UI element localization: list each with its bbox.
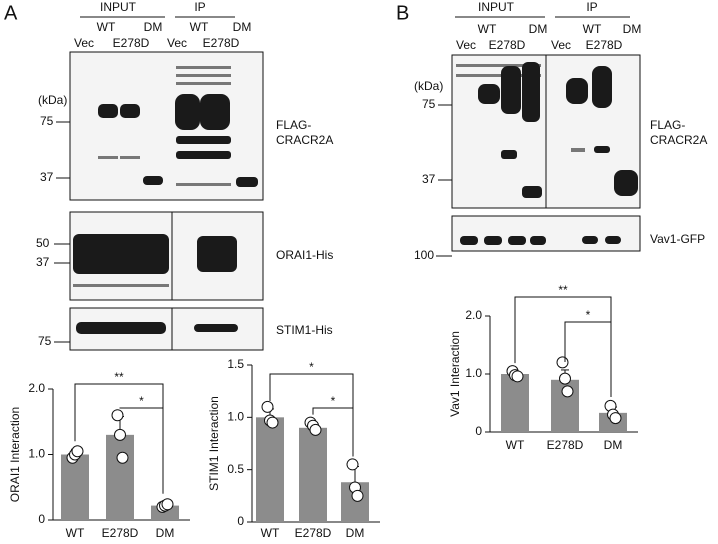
data-point [559, 372, 571, 385]
marker: 37 [40, 170, 54, 184]
bands [73, 234, 237, 287]
y-tick-label: 1.0 [227, 410, 244, 424]
marker: 75 [40, 114, 54, 128]
panel-label: B [396, 2, 409, 24]
y-tick-label: 0.5 [227, 462, 244, 476]
significance-label: * [139, 394, 144, 408]
lane-label: WT [97, 20, 116, 34]
lane-label: Vec [167, 36, 187, 50]
lane-label: DM [623, 22, 642, 36]
blot [451, 215, 641, 252]
bar [256, 417, 284, 522]
x-tick-label: DM [604, 438, 623, 452]
y-tick-label: 1.5 [227, 357, 244, 371]
significance-label: * [586, 308, 591, 322]
marker: 75 [422, 97, 436, 111]
lane-label: E278D [113, 36, 150, 50]
marker: 100 [414, 248, 434, 262]
y-tick-label: 0 [38, 512, 45, 526]
significance-bracket [564, 321, 612, 398]
y-tick-label: 0 [237, 514, 244, 528]
blot [69, 51, 264, 201]
blot-name: Vav1-GFP [650, 232, 705, 246]
x-tick-label: WT [66, 526, 85, 540]
data-point [609, 412, 622, 425]
blot-name: FLAG- [650, 118, 685, 132]
significance-label: ** [114, 370, 124, 384]
y-tick-label: 1.0 [465, 366, 482, 380]
y-axis-label: STIM1 Interaction [207, 396, 221, 491]
data-point [111, 409, 124, 422]
marker: 37 [36, 255, 50, 269]
header: INPUT [478, 0, 515, 14]
data-point [346, 458, 359, 471]
lane-label: Vec [551, 38, 571, 52]
kda: (kDa) [414, 79, 443, 93]
bands [456, 62, 638, 198]
bar [299, 427, 327, 522]
x-tick-label: DM [156, 526, 175, 540]
x-tick-label: E278D [102, 526, 139, 540]
marker: 37 [422, 172, 436, 186]
marker: 50 [36, 236, 50, 250]
kda: (kDa) [38, 93, 67, 107]
data-point [261, 400, 274, 413]
x-tick-label: E278D [295, 526, 332, 540]
significance-label: ** [558, 283, 568, 297]
y-tick-label: 2.0 [465, 308, 482, 322]
data-point [266, 416, 279, 429]
bar [501, 374, 529, 432]
y-tick-label: 0 [475, 424, 482, 438]
lane-label: WT [583, 22, 602, 36]
blot-name: STIM1-His [276, 323, 333, 337]
lane-label: E278D [489, 38, 526, 52]
lane-label: WT [478, 22, 497, 36]
x-tick-label: DM [346, 526, 365, 540]
lane-label: DM [529, 22, 548, 36]
data-point [309, 423, 322, 436]
blot-name: CRACR2A [650, 133, 707, 147]
lane-label: E278D [586, 38, 623, 52]
header: IP [194, 0, 205, 14]
significance-label: * [309, 360, 314, 374]
data-point [114, 428, 126, 441]
blot-name: CRACR2A [276, 133, 333, 147]
data-point [556, 356, 569, 369]
lane-label: WT [190, 20, 209, 34]
significance-bracket [119, 407, 164, 494]
bands [460, 236, 621, 245]
x-tick-label: WT [506, 438, 525, 452]
lane-label: Vec [74, 36, 94, 50]
x-tick-label: WT [261, 526, 280, 540]
blot-name: FLAG- [276, 118, 311, 132]
header: IP [586, 0, 597, 14]
lane-label: DM [144, 20, 163, 34]
blot-name: ORAI1-His [276, 248, 333, 262]
marker: 75 [38, 334, 52, 348]
y-axis-label: ORAI1 Interaction [8, 407, 22, 502]
header: INPUT [100, 0, 137, 14]
data-point [511, 370, 524, 383]
data-point [561, 385, 574, 398]
bands [76, 322, 238, 334]
significance-bracket [312, 407, 354, 457]
bar [106, 434, 134, 520]
panel-label: A [4, 2, 18, 24]
data-point [116, 451, 129, 464]
data-point [71, 445, 84, 458]
lane-label: E278D [203, 36, 240, 50]
lane-label: Vec [456, 38, 476, 52]
data-point [351, 489, 364, 502]
y-axis-label: Vav1 Interaction [448, 331, 462, 417]
data-point [161, 498, 174, 511]
bands [98, 66, 258, 187]
x-tick-label: E278D [547, 438, 584, 452]
significance-label: * [331, 394, 336, 408]
lane-label: DM [233, 20, 252, 34]
y-tick-label: 1.0 [28, 447, 45, 461]
bar [61, 454, 89, 520]
y-tick-label: 2.0 [28, 381, 45, 395]
